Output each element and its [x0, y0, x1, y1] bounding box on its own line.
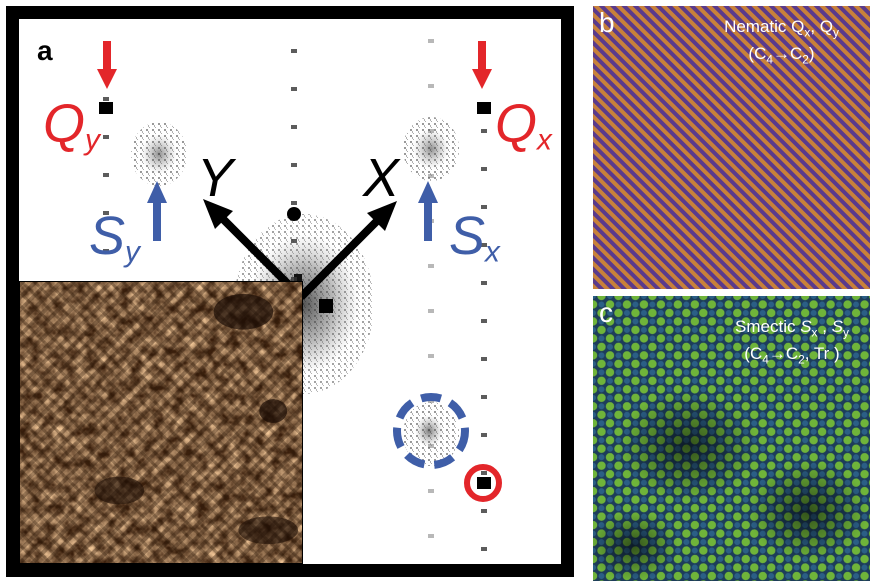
sx-label: Sx [449, 209, 500, 267]
bragg-dot [103, 173, 109, 177]
bragg-dot [481, 243, 487, 247]
nematic-stripe-pattern [593, 6, 870, 289]
panel-b-caption-line1: Nematic Qx, Qy [693, 16, 870, 43]
bragg-dot [291, 87, 297, 91]
bragg-dot [481, 471, 487, 475]
panel-c-sym-sub-b: 2 [798, 352, 805, 367]
bragg-dot [428, 39, 434, 43]
qx-label-main: Q [495, 94, 538, 154]
bragg-dot [481, 167, 487, 171]
qy-peak [99, 102, 113, 114]
lower-peak [477, 477, 491, 489]
panel-c-caption-line2: (C4→C2, Tr ) [697, 343, 870, 370]
sx-label-sub: x [485, 235, 500, 269]
y-axis-arrowhead [203, 199, 233, 229]
bragg-dot [481, 319, 487, 323]
qy-arrow [97, 41, 117, 89]
bragg-dot [481, 205, 487, 209]
red-circle-marker [464, 464, 502, 502]
panel-a-frame: a Qy Qx Sy Sx Y X [19, 19, 561, 564]
qx-label: Qx [495, 97, 552, 155]
axis-x-label: X [363, 148, 400, 208]
sx-cluster [403, 117, 459, 181]
bragg-dot [481, 395, 487, 399]
panel-c-title-s2: S [831, 317, 844, 336]
sy-label-main: S [89, 206, 126, 266]
panel-b-title-sep: , Q [810, 17, 833, 36]
panel-b-caption: Nematic Qx, Qy (C4→C2) [693, 16, 870, 71]
bragg-dot [103, 97, 109, 101]
panel-c-smectic: c Smectic Sx , Sy (C4→C2, Tr ) [593, 296, 870, 581]
panel-b-sym-sub-b: 2 [802, 52, 809, 67]
bragg-dot [428, 84, 434, 88]
bragg-dot [428, 354, 434, 358]
panel-a: a Qy Qx Sy Sx Y X [6, 6, 574, 577]
panel-b-title-sub1: x [804, 25, 811, 40]
sy-label-sub: y [125, 235, 140, 269]
qy-label-sub: y [85, 123, 100, 157]
qx-peak [477, 102, 491, 114]
bragg-dot [103, 135, 109, 139]
bragg-dot [291, 201, 297, 205]
panel-letter-a: a [37, 35, 53, 66]
bragg-dot [481, 547, 487, 551]
panel-c-caption-line1: Smectic Sx , Sy [697, 316, 870, 343]
panel-b-title-text: Nematic Q [724, 17, 805, 36]
bragg-dot [291, 277, 297, 281]
bragg-dot [481, 281, 487, 285]
panel-b-sym-sub-a: 4 [766, 52, 773, 67]
panel-c-title-text: Smectic [735, 317, 801, 336]
sx-label-main: S [449, 206, 486, 266]
bragg-dot [481, 433, 487, 437]
bragg-dot [428, 309, 434, 313]
smectic-checker-pattern [593, 296, 870, 581]
bragg-dot [428, 264, 434, 268]
bragg-dot [428, 489, 434, 493]
bragg-dot [291, 125, 297, 129]
bragg-dot [291, 239, 297, 243]
sy-cluster [131, 122, 187, 186]
lower-cluster [403, 402, 459, 466]
panel-c-title-sep: , [817, 317, 832, 336]
bragg-dot [481, 357, 487, 361]
stm-topograph-inset [19, 281, 303, 564]
axis-y-label: Y [197, 148, 234, 208]
panel-b-title-sub2: y [832, 25, 839, 40]
panel-letter-b: b [599, 7, 615, 38]
panel-b-sym-arrow: →C [773, 44, 803, 64]
x-axis-arrowhead [367, 201, 397, 231]
bragg-dot [291, 49, 297, 53]
panel-c-title-s1: S [800, 317, 812, 336]
panel-c-sym-arrow: →C [768, 344, 799, 364]
bragg-dot [291, 163, 297, 167]
qy-label-main: Q [43, 94, 86, 154]
panel-letter-c: c [599, 297, 613, 328]
sy-arrow [147, 181, 167, 241]
bragg-dot [103, 249, 109, 253]
bragg-dot [481, 509, 487, 513]
panel-b-caption-line2: (C4→C2) [693, 43, 870, 70]
qx-label-sub: x [537, 123, 552, 157]
panel-c-sym-a: (C [744, 344, 763, 364]
panel-c-title-sub2: y [843, 325, 849, 340]
sx-arrow [418, 181, 438, 241]
dashed-circle-marker [393, 393, 469, 469]
bragg-dot [103, 211, 109, 215]
panel-c-title-sub1: x [811, 325, 818, 340]
qy-label: Qy [43, 97, 100, 155]
bragg-dot [481, 129, 487, 133]
panel-c-sym-b: , Tr ) [804, 344, 840, 364]
bragg-dot [428, 534, 434, 538]
panel-c-sym-sub-a: 4 [762, 352, 769, 367]
panel-b-sym-b: ) [808, 44, 815, 64]
sy-label: Sy [89, 209, 140, 267]
panel-b-nematic: b Nematic Qx, Qy (C4→C2) [593, 6, 870, 289]
panel-c-caption: Smectic Sx , Sy (C4→C2, Tr ) [697, 316, 870, 371]
panel-b-sym-a: (C [748, 44, 767, 64]
qx-arrow [472, 41, 492, 89]
